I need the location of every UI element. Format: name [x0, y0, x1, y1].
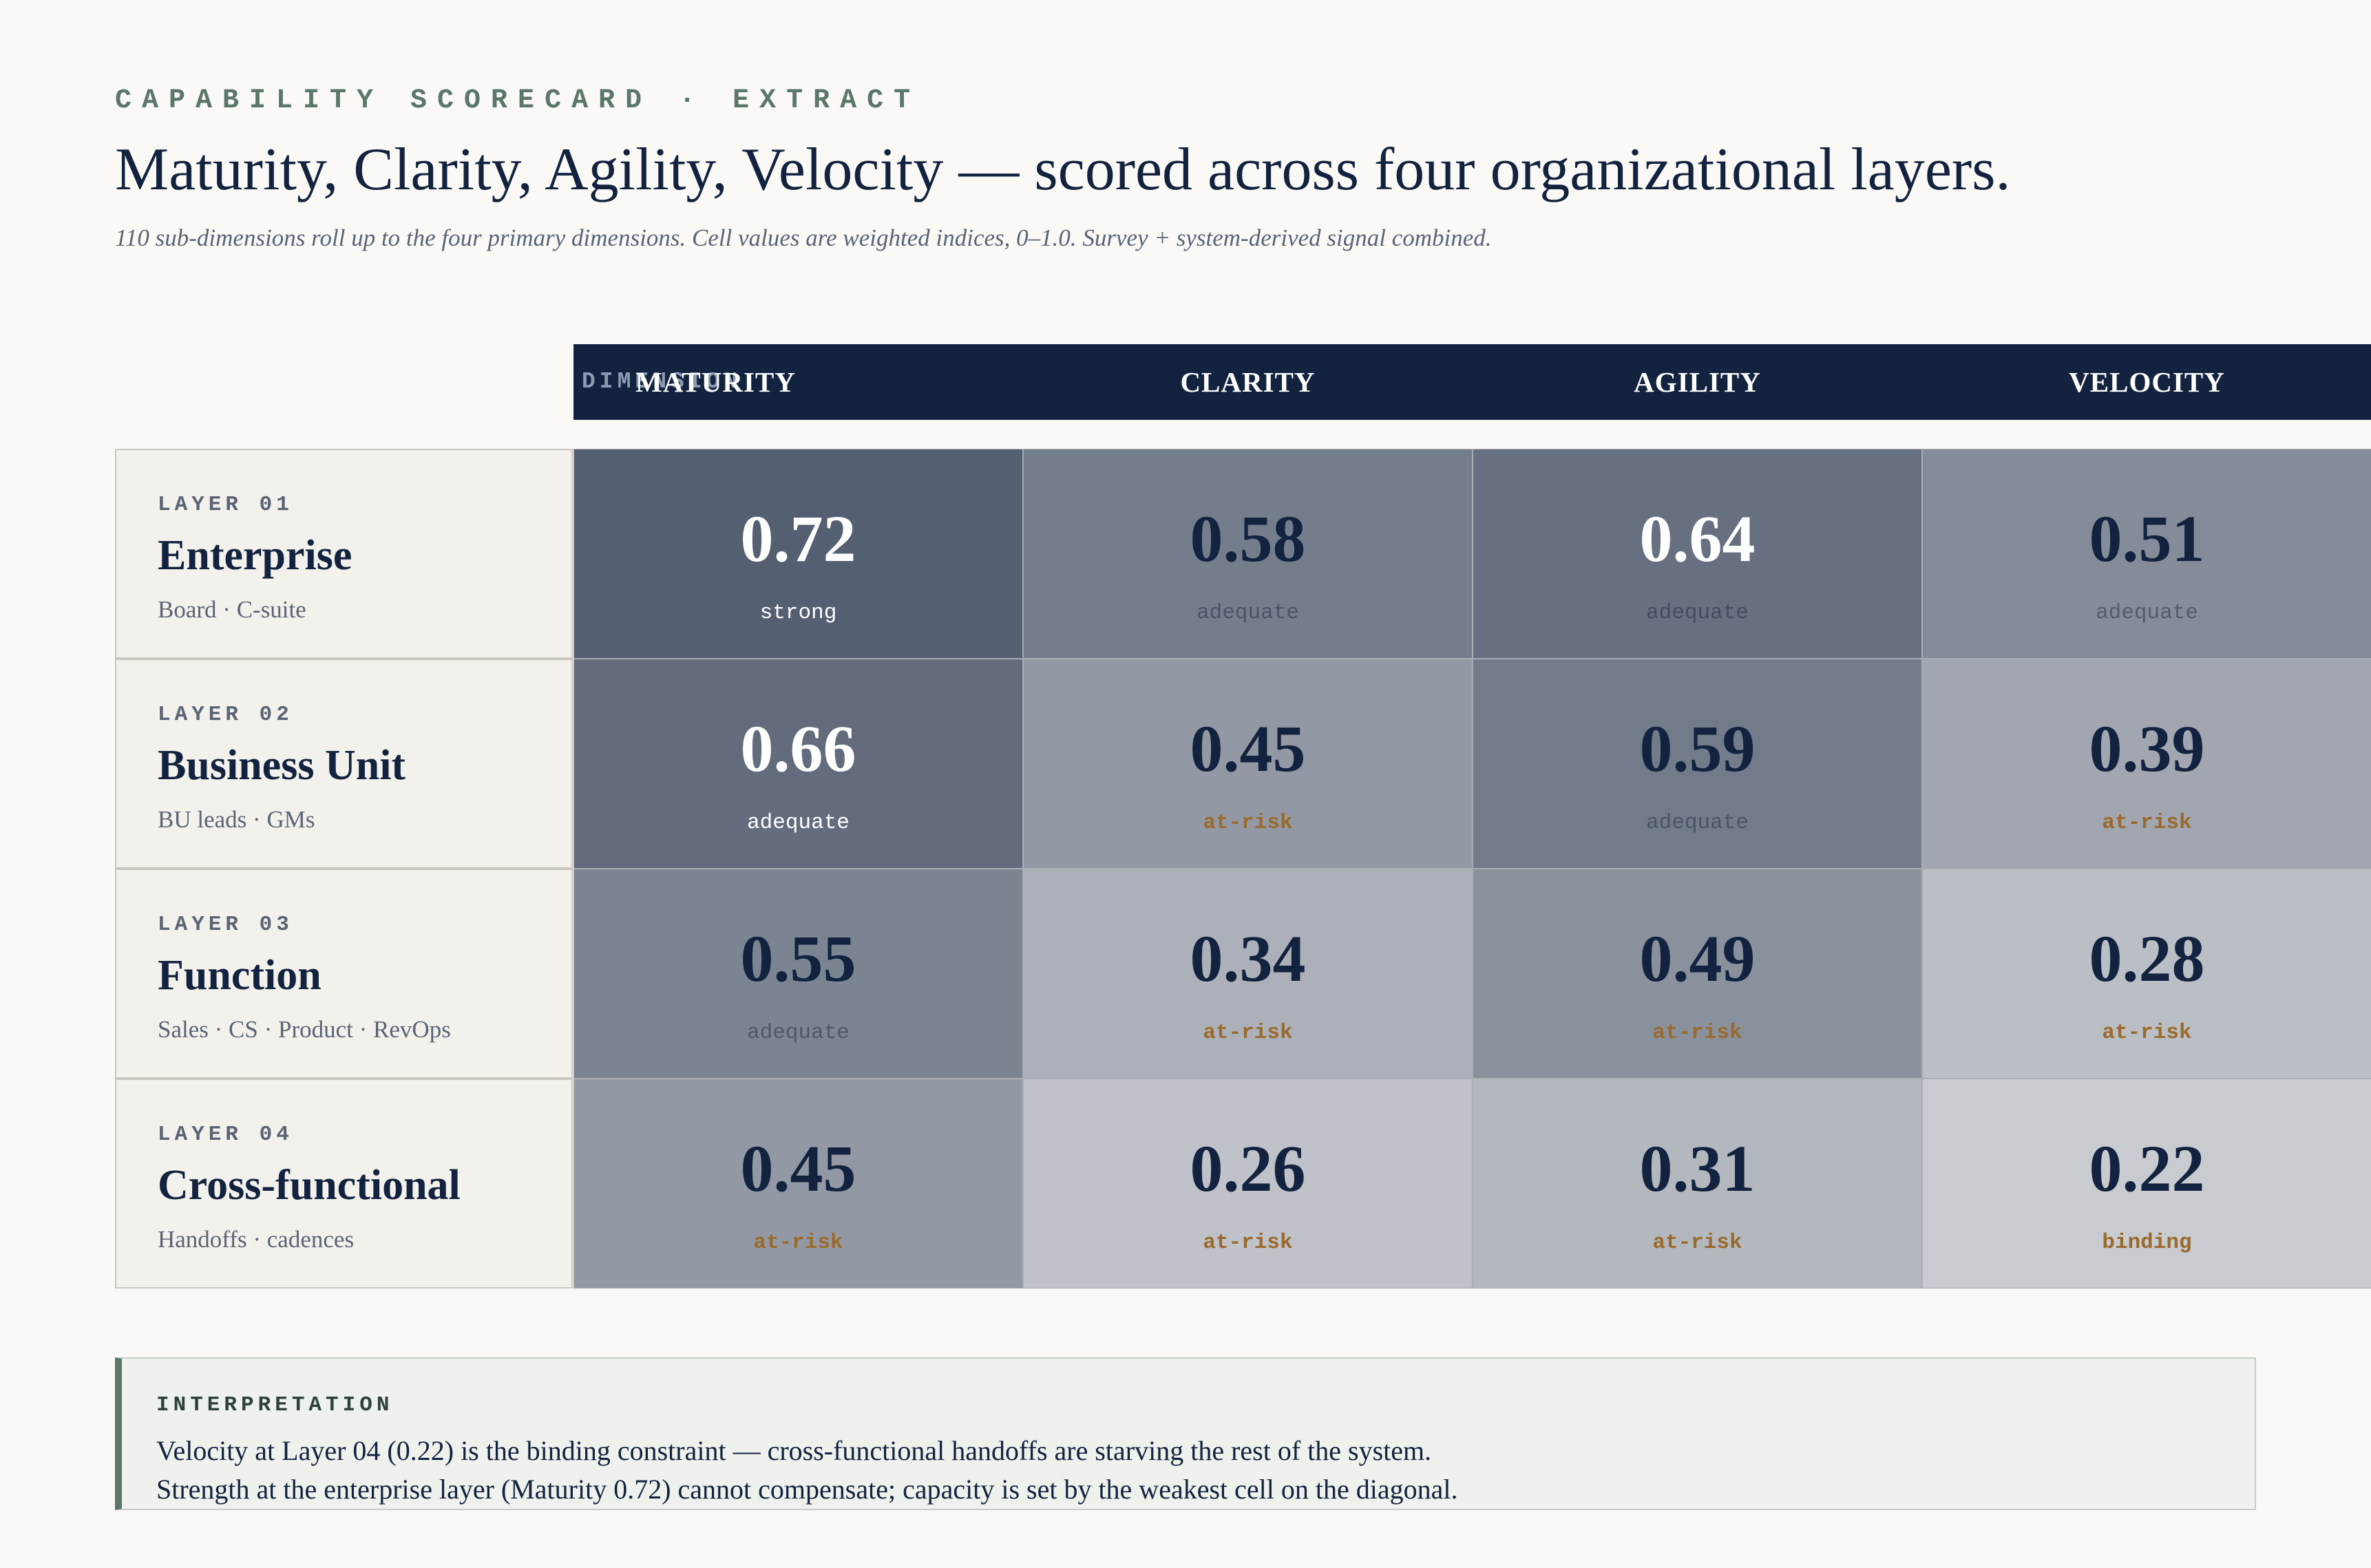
cell-status: adequate	[747, 1021, 850, 1045]
heatmap-cell: 0.39 at-risk	[1922, 659, 2371, 869]
cell-status: at-risk	[1203, 1231, 1293, 1255]
layer-number: LAYER 03	[158, 913, 293, 937]
layer-name: Function	[158, 952, 322, 999]
cell-status: adequate	[747, 811, 850, 835]
row-label-cross-functional: LAYER 04 Cross-functional Handoffs · caden…	[115, 1079, 573, 1289]
heatmap-cell: 0.28 at-risk	[1922, 869, 2371, 1079]
heatmap-cell: 0.66 adequate	[573, 659, 1023, 869]
cell-value: 0.34	[1190, 922, 1306, 995]
cell-status: at-risk	[2102, 1021, 2192, 1045]
page-subtitle: 110 sub-dimensions roll up to the four p…	[115, 224, 1492, 251]
cell-status: at-risk	[2102, 811, 2192, 835]
cell-status: strong	[759, 601, 837, 625]
cell-status: at-risk	[1203, 1021, 1293, 1045]
cell-status: adequate	[1646, 811, 1749, 835]
cell-status: at-risk	[1652, 1231, 1742, 1255]
layer-name: Enterprise	[158, 532, 352, 579]
cell-value: 0.72	[740, 502, 856, 575]
column-header-maturity: MATURITY	[635, 366, 796, 398]
column-header-agility: AGILITY	[1634, 366, 1761, 398]
eyebrow-label: CAPABILITY SCORECARD · EXTRACT	[115, 85, 921, 116]
interpretation-line-2: Strength at the enterprise layer (Maturi…	[156, 1474, 1458, 1505]
cell-value: 0.51	[2089, 502, 2205, 575]
layer-number: LAYER 02	[158, 703, 293, 727]
interpretation-line-1: Velocity at Layer 04 (0.22) is the bindi…	[156, 1435, 1432, 1466]
layer-subtitle: Board · C-suite	[158, 596, 306, 623]
cell-value: 0.55	[740, 922, 856, 995]
cell-value: 0.26	[1190, 1132, 1306, 1205]
column-header-velocity: VELOCITY	[2069, 366, 2225, 398]
column-header-clarity: CLARITY	[1180, 366, 1316, 398]
heatmap-cell: 0.59 adequate	[1473, 659, 1922, 869]
cell-value: 0.66	[740, 712, 856, 785]
layer-subtitle: BU leads · GMs	[158, 806, 315, 833]
cell-status: at-risk	[753, 1231, 843, 1255]
cell-value: 0.45	[1190, 712, 1306, 785]
layer-number: LAYER 04	[158, 1123, 293, 1147]
cell-value: 0.22	[2089, 1132, 2205, 1205]
column-header-band: DIMENSION MATURITY CLARITY AGILITY VELOCITY	[573, 344, 2371, 420]
cell-status: at-risk	[1203, 811, 1293, 835]
cell-value: 0.45	[740, 1132, 856, 1205]
interpretation-callout: INTERPRETATION Velocity at Layer 04 (0.2…	[115, 1357, 2256, 1510]
cell-value: 0.58	[1190, 502, 1306, 575]
heatmap-cell: 0.26 at-risk	[1023, 1079, 1473, 1289]
layer-name: Business Unit	[158, 742, 406, 789]
dimension-header-label: DIMENSION	[582, 369, 742, 394]
cell-value: 0.39	[2089, 712, 2205, 785]
row-label-enterprise: LAYER 01 Enterprise Board · C-suite	[115, 449, 573, 659]
heatmap-cell: 0.51 adequate	[1922, 449, 2371, 659]
scorecard-heatmap: LAYER 01 Enterprise Board · C-suite 0.72 str…	[115, 449, 2371, 1290]
cell-value: 0.59	[1639, 712, 1756, 785]
heatmap-cell: 0.22 binding	[1922, 1079, 2371, 1289]
row-label-business-unit: LAYER 02 Business Unit BU leads · GMs	[115, 659, 573, 869]
heatmap-cell: 0.45 at-risk	[1023, 659, 1473, 869]
heatmap-cell: 0.72 strong	[573, 449, 1023, 659]
cell-value: 0.49	[1639, 922, 1756, 995]
cell-status: at-risk	[1652, 1021, 1742, 1045]
heatmap-cell: 0.64 adequate	[1473, 449, 1922, 659]
layer-number: LAYER 01	[158, 493, 293, 517]
cell-status: adequate	[2096, 601, 2198, 625]
heatmap-cell: 0.45 at-risk	[573, 1079, 1023, 1289]
layer-name: Cross-functional	[158, 1162, 461, 1209]
page-title: Maturity, Clarity, Agility, Velocity — s…	[115, 136, 2011, 203]
cell-value: 0.64	[1639, 502, 1756, 575]
layer-subtitle: Sales · CS · Product · RevOps	[158, 1016, 451, 1043]
heatmap-cell: 0.58 adequate	[1023, 449, 1473, 659]
cell-status: adequate	[1646, 601, 1749, 625]
layer-subtitle: Handoffs · cadences	[158, 1226, 355, 1253]
cell-value: 0.31	[1639, 1132, 1756, 1205]
heatmap-cell: 0.55 adequate	[573, 869, 1023, 1079]
heatmap-cell: 0.49 at-risk	[1473, 869, 1922, 1079]
cell-status: binding	[2102, 1231, 2192, 1255]
row-label-function: LAYER 03 Function Sales · CS · Product · R…	[115, 869, 573, 1079]
interpretation-label: INTERPRETATION	[156, 1393, 394, 1417]
cell-status: adequate	[1197, 601, 1299, 625]
cell-value: 0.28	[2089, 922, 2205, 995]
heatmap-cell: 0.31 at-risk	[1473, 1079, 1922, 1289]
heatmap-cell: 0.34 at-risk	[1023, 869, 1473, 1079]
